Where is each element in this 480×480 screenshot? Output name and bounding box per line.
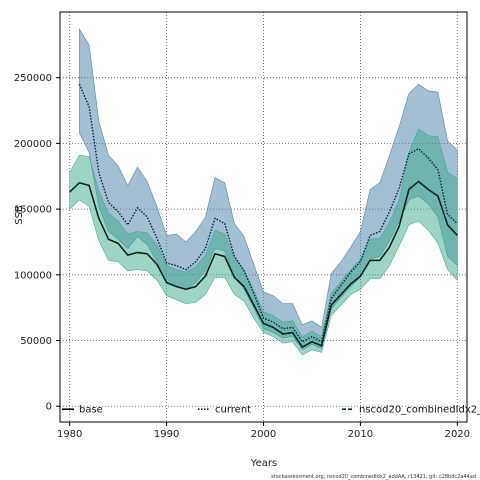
y-tick-label: 250000 xyxy=(14,73,52,84)
y-tick-label: 200000 xyxy=(14,139,52,150)
y-axis: 0 50000 100000 150000 200000 250000 xyxy=(14,73,60,413)
legend-label-1: current xyxy=(215,405,251,416)
y-axis-label: SSB xyxy=(14,205,25,225)
confidence-band-base xyxy=(69,128,458,356)
x-tick-label: 1990 xyxy=(154,429,179,440)
x-tick-label: 2020 xyxy=(445,429,470,440)
legend: base current nscod20_combinedIdx2_addAA xyxy=(62,405,480,416)
y-tick-label: 150000 xyxy=(14,205,52,216)
legend-label-0: base xyxy=(79,405,103,416)
series-line-2 xyxy=(69,180,458,349)
x-tick-label: 2010 xyxy=(348,429,373,440)
x-axis-label: Years xyxy=(250,458,277,469)
legend-label-2: nscod20_combinedIdx2_addAA xyxy=(359,405,480,416)
y-tick-label: 50000 xyxy=(20,336,52,347)
y-tick-label: 100000 xyxy=(14,270,52,281)
footer-note: stockassessment.org, nscod20_combinedIdx… xyxy=(271,474,476,480)
x-axis: 1980 1990 2000 2010 2020 xyxy=(57,422,470,440)
x-tick-label: 1980 xyxy=(57,429,82,440)
series-lines xyxy=(69,84,458,349)
x-tick-label: 2000 xyxy=(251,429,276,440)
y-tick-label: 0 xyxy=(46,402,52,413)
confidence-bands xyxy=(69,28,458,356)
series-line-1 xyxy=(78,84,458,343)
